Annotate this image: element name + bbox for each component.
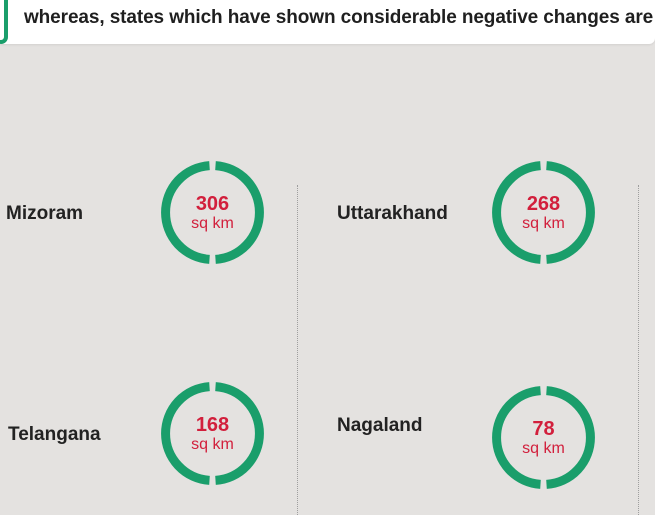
state-name-uttarakhand: Uttarakhand (337, 203, 448, 224)
value-ring-mizoram: 306 sq km (159, 159, 266, 266)
unit-telangana: sq km (191, 436, 234, 453)
state-name-telangana: Telangana (8, 424, 101, 445)
value-ring-uttarakhand: 268 sq km (490, 159, 597, 266)
ring-circle-icon (161, 382, 264, 485)
header-banner: whereas, states which have shown conside… (0, 0, 655, 44)
state-name-nagaland: Nagaland (337, 415, 423, 436)
state-name-mizoram: Mizoram (6, 203, 84, 224)
header-text: whereas, states which have shown conside… (24, 7, 654, 28)
value-ring-telangana: 168 sq km (159, 380, 266, 487)
value-telangana: 168 (195, 414, 230, 436)
unit-uttarakhand: sq km (522, 215, 565, 232)
banner-accent-bar (0, 0, 8, 44)
unit-nagaland: sq km (522, 440, 565, 457)
ring-circle-icon (492, 386, 595, 489)
value-uttarakhand: 268 (526, 193, 561, 215)
ring-circle-icon (161, 161, 264, 264)
column-divider-right (638, 185, 639, 515)
value-ring-nagaland: 78 sq km (490, 384, 597, 491)
ring-circle-icon (492, 161, 595, 264)
column-divider (297, 185, 298, 515)
value-mizoram: 306 (195, 193, 230, 215)
unit-mizoram: sq km (191, 215, 234, 232)
value-nagaland: 78 (532, 418, 555, 440)
